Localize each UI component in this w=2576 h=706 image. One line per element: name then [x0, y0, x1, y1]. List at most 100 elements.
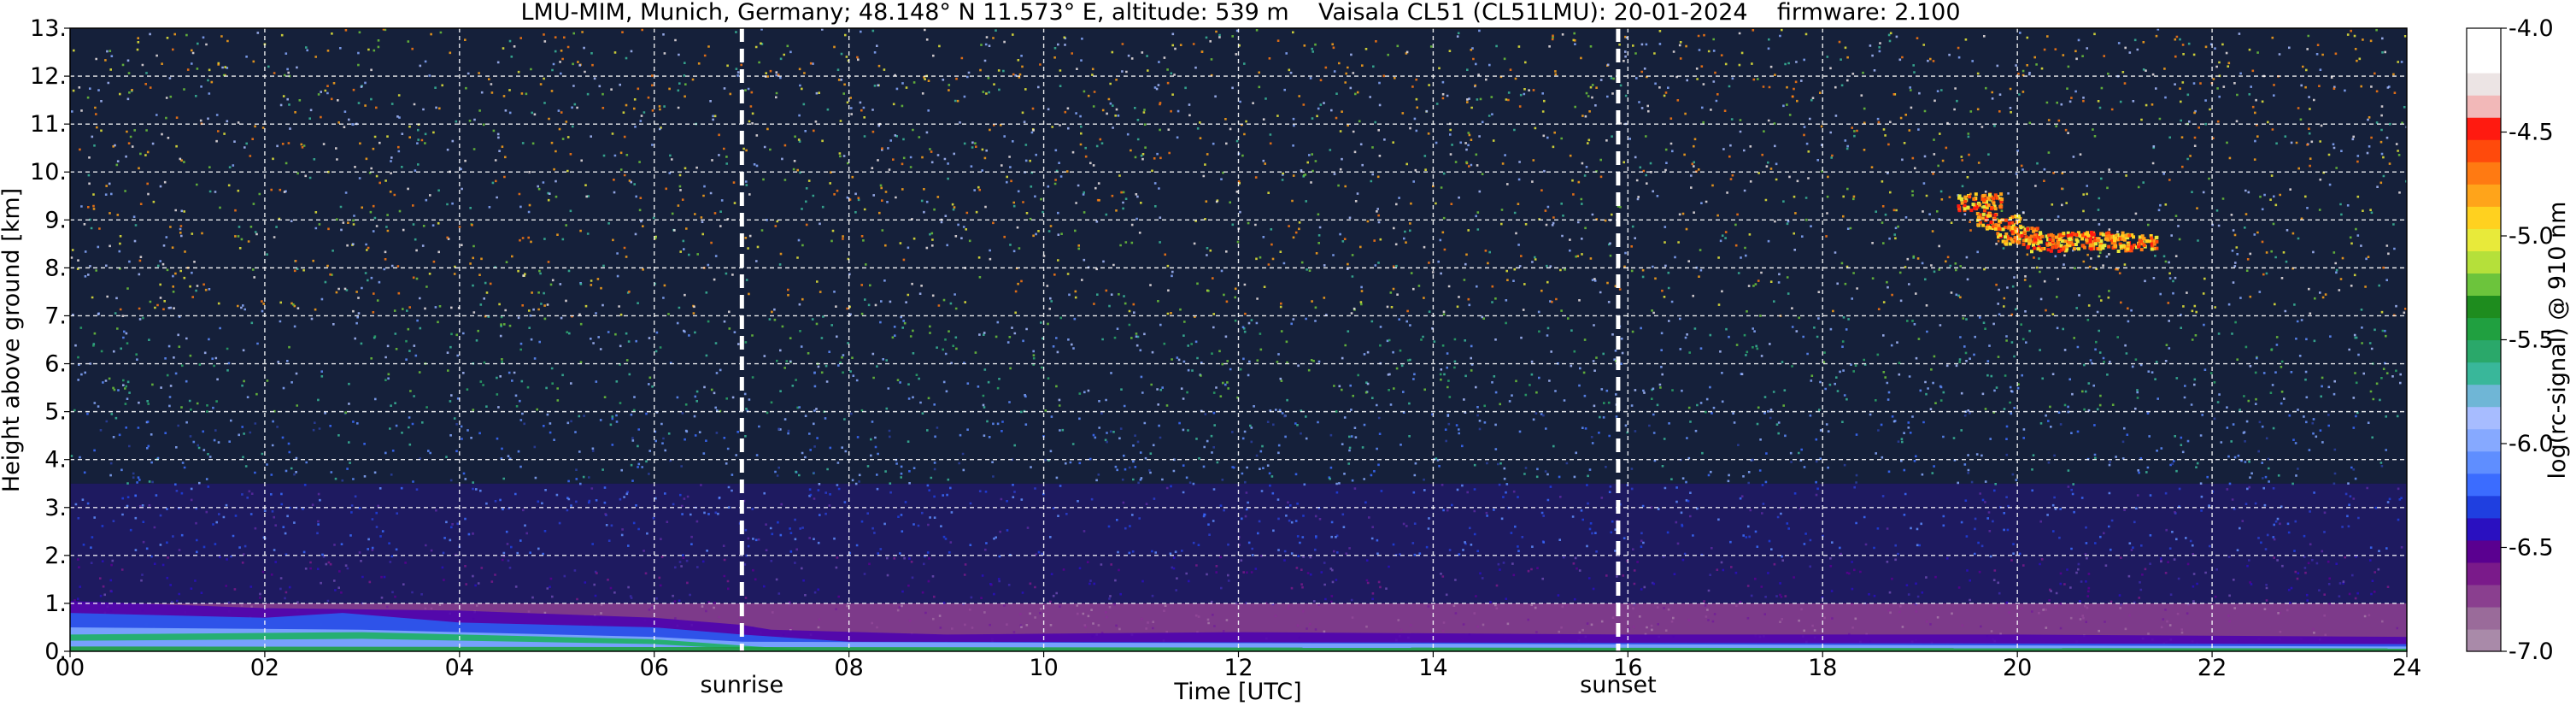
cirrus-speckle — [2104, 234, 2109, 238]
cirrus-speckle — [1985, 200, 1989, 204]
colorbar-swatch — [2467, 228, 2501, 251]
noise-band — [70, 555, 2407, 606]
cirrus-speckle — [2089, 243, 2093, 247]
cirrus-speckle — [2066, 233, 2070, 238]
cirrus-speckle — [2027, 241, 2032, 245]
cirrus-speckle — [2045, 243, 2050, 247]
cirrus-speckle — [2119, 244, 2123, 249]
cirrus-speckle — [1997, 224, 2001, 227]
cirrus-speckle — [2116, 238, 2121, 242]
colorbar-tick-label: -5.0 — [2509, 223, 2554, 250]
cirrus-speckle — [1974, 192, 1978, 197]
event-lines — [739, 28, 1621, 651]
cirrus-speckle — [2030, 227, 2034, 231]
colorbar-swatch — [2467, 317, 2501, 341]
cirrus-speckle — [2109, 235, 2113, 239]
cirrus-speckle — [1982, 205, 1986, 209]
cirrus-speckle — [1993, 217, 1998, 221]
cirrus-speckle — [2017, 237, 2021, 241]
cirrus-speckle — [1998, 233, 2002, 237]
y-tick-label: 7. — [44, 303, 67, 329]
cirrus-speckle — [2010, 221, 2015, 225]
cirrus-speckle — [2012, 230, 2016, 234]
chart-title: LMU-MIM, Munich, Germany; 48.148° N 11.5… — [520, 0, 1960, 26]
cirrus-speckle — [2119, 237, 2123, 241]
cirrus-speckle — [2152, 242, 2156, 246]
cirrus-speckle — [2141, 237, 2145, 241]
noise-band-base — [70, 555, 2407, 603]
cirrus-speckle — [1989, 195, 1993, 199]
cirrus-speckle — [1963, 199, 1968, 203]
cirrus-speckle — [2051, 245, 2055, 250]
cirrus-speckle — [2016, 239, 2020, 244]
cirrus-speckle — [1988, 193, 1992, 197]
cirrus-speckle — [2033, 233, 2037, 238]
cirrus-speckle — [2113, 242, 2117, 245]
cirrus-speckle — [2077, 247, 2080, 251]
cirrus-speckle — [1993, 207, 1998, 211]
cirrus-speckle — [2128, 246, 2133, 250]
colorbar-swatch — [2467, 539, 2501, 563]
cirrus-speckle — [2010, 215, 2015, 219]
cirrus-speckle — [2062, 247, 2066, 251]
cirrus-speckle — [1971, 203, 1975, 207]
cirrus-speckle — [1982, 198, 1986, 203]
cirrus-speckle — [1999, 192, 2004, 197]
cirrus-speckle — [2005, 235, 2010, 239]
cirrus-speckle — [2100, 244, 2104, 248]
cirrus-speckle — [2020, 234, 2024, 238]
cirrus-speckle — [1957, 207, 1961, 211]
cirrus-speckle — [2059, 248, 2063, 252]
colorbar-swatch — [2467, 339, 2501, 363]
colorbar-swatch — [2467, 73, 2501, 96]
event-label-sunrise: sunrise — [701, 672, 784, 698]
cirrus-speckle — [2150, 242, 2154, 246]
cirrus-speckle — [1963, 207, 1967, 211]
cirrus-speckle — [2001, 227, 2005, 232]
cirrus-speckle — [1978, 213, 1982, 217]
x-tick-label: 04 — [445, 655, 474, 681]
x-tick-label: 08 — [834, 655, 863, 681]
cirrus-speckle — [2121, 231, 2125, 235]
cirrus-speckle — [1982, 209, 1986, 213]
cirrus-speckle — [2017, 215, 2021, 219]
cirrus-speckle — [2121, 237, 2125, 241]
cirrus-speckle — [2098, 244, 2103, 248]
cirrus-speckle — [2155, 239, 2159, 244]
cirrus-speckle — [2026, 227, 2030, 231]
cirrus-speckle — [2009, 227, 2013, 232]
event-labels: sunrise sunset — [701, 672, 1657, 698]
cirrus-speckle — [2097, 247, 2101, 251]
cirrus-speckle — [2137, 244, 2140, 249]
colorbar-swatch — [2467, 50, 2501, 74]
cirrus-speckle — [2086, 233, 2091, 238]
cirrus-speckle — [2026, 244, 2030, 249]
cirrus-speckle — [2121, 244, 2126, 248]
colorbar-ticks: -4.0 -4.5 -5.0 -5.5 -6.0 -6.5 -7.0 — [2501, 15, 2554, 665]
cirrus-speckle — [2004, 235, 2007, 239]
cirrus-speckle — [2035, 241, 2039, 245]
cirrus-speckle — [1960, 201, 1964, 205]
cirrus-speckle — [1997, 235, 2000, 239]
cirrus-speckle — [2017, 219, 2021, 223]
cirrus-speckle — [2129, 249, 2133, 253]
colorbar-swatch — [2467, 362, 2501, 385]
cirrus-speckle — [2030, 250, 2033, 254]
y-tick-label: 13. — [30, 15, 67, 42]
cirrus-speckle — [2004, 218, 2008, 222]
x-tick-label: 02 — [250, 655, 279, 681]
cirrus-speckle — [2130, 233, 2134, 237]
cirrus-speckle — [1996, 232, 2000, 236]
cirrus-speckle — [1985, 226, 1989, 229]
cirrus-speckle — [2133, 244, 2136, 248]
colorbar-tick-label: -6.5 — [2509, 535, 2554, 562]
colorbar-swatches — [2467, 28, 2501, 652]
x-axis-ticks: 00 02 04 06 08 10 12 14 16 18 20 22 24 — [56, 651, 2421, 681]
x-tick-label: 14 — [1418, 655, 1447, 681]
y-tick-label: 2. — [44, 543, 67, 569]
cirrus-speckle — [2088, 240, 2092, 244]
colorbar-tick-label: -4.5 — [2509, 120, 2554, 146]
cirrus-speckle — [1959, 197, 1963, 201]
cirrus-speckle — [2149, 234, 2153, 238]
